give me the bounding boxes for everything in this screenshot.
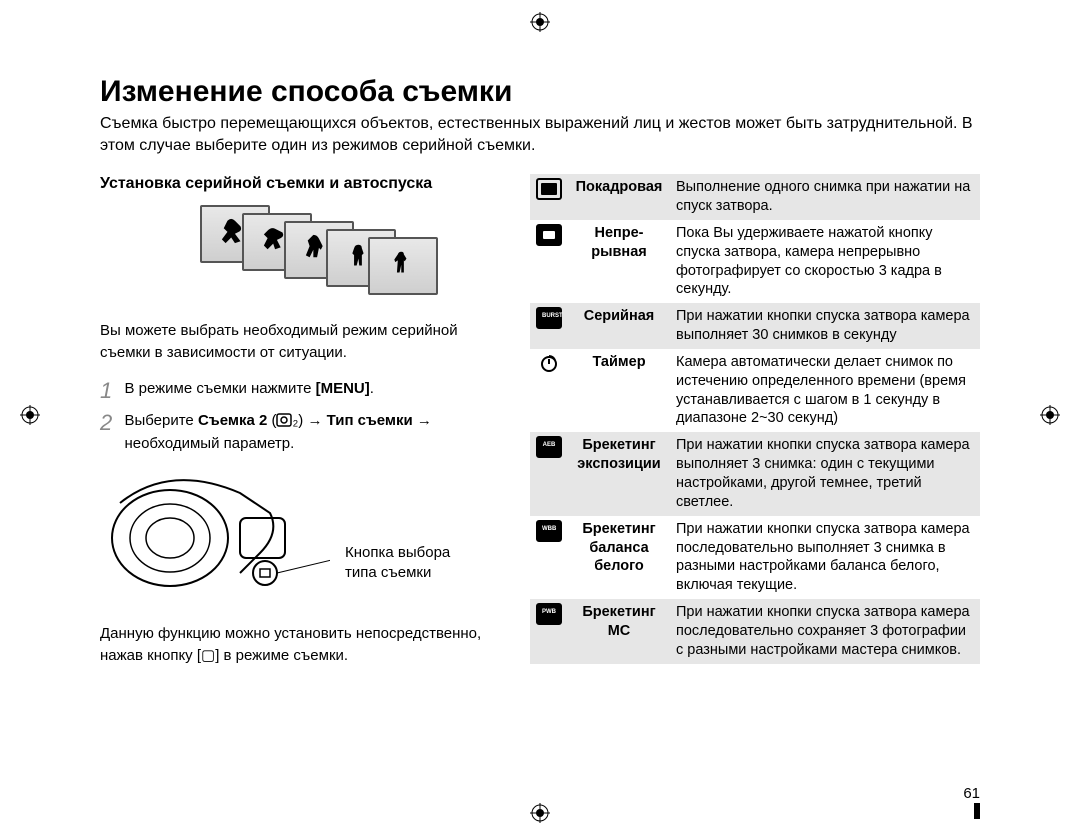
mode-label: Брекетинг баланса белого — [568, 516, 670, 599]
single-shot-icon — [536, 178, 562, 200]
mode-description: Камера автоматически делает снимок по ис… — [670, 349, 980, 432]
intro-text: Съемка быстро перемещающихся объектов, е… — [100, 113, 980, 156]
mode-row: ТаймерКамера автоматически делает снимок… — [530, 349, 980, 432]
timer-icon — [539, 353, 559, 373]
continuous-icon — [536, 224, 562, 246]
right-column: ПокадроваяВыполнение одного снимка при н… — [530, 174, 980, 682]
page-title: Изменение способа съемки — [100, 75, 980, 109]
mode-description: При нажатии кнопки спуска затвора камера… — [670, 599, 980, 664]
mode-description: Пока Вы удерживаете нажатой кнопку спуск… — [670, 220, 980, 303]
left-column: Установка серийной съемки и автоспуска — [100, 174, 500, 682]
reg-mark-top — [530, 12, 550, 32]
mode-icon-cell: PWB — [530, 599, 568, 664]
mode-description: При нажатии кнопки спуска затвора камера… — [670, 516, 980, 599]
mode-icon-cell: BURST — [530, 303, 568, 349]
mode-icon-cell — [530, 174, 568, 220]
step-1-number: 1 — [100, 378, 120, 404]
mode-label: Непре-рывная — [568, 220, 670, 303]
steps-list: 1 В режиме съемки нажмите [MENU]. 2 Выбе… — [100, 378, 500, 455]
mode-row: PWB Брекетинг МСПри нажатии кнопки спуска… — [530, 599, 980, 664]
content-area: Изменение способа съемки Съемка быстро п… — [100, 75, 980, 682]
mode-description: При нажатии кнопки спуска затвора камера… — [670, 303, 980, 349]
mode-description: При нажатии кнопки спуска затвора камера… — [670, 432, 980, 515]
manual-page: Изменение способа съемки Съемка быстро п… — [0, 0, 1080, 829]
mode-label: Таймер — [568, 349, 670, 432]
burst-illustration — [200, 205, 500, 305]
mode-label: Брекетинг МС — [568, 599, 670, 664]
mode-label: Покадровая — [568, 174, 670, 220]
mode-description: Выполнение одного снимка при нажатии на … — [670, 174, 980, 220]
step-1-text: В режиме съемки нажмите [MENU]. — [124, 378, 494, 401]
wb-bracket-icon: WBB — [536, 520, 562, 542]
mode-label: Брекетинг экспозиции — [568, 432, 670, 515]
reg-mark-left — [20, 405, 40, 425]
mode-icon-cell: WBB — [530, 516, 568, 599]
mode-icon-cell — [530, 220, 568, 303]
ae-bracket-icon: AEB — [536, 436, 562, 458]
mode-row: BURST СерийнаяПри нажатии кнопки спуска з… — [530, 303, 980, 349]
mode-icon-cell: AEB — [530, 432, 568, 515]
page-tab-marker — [974, 803, 980, 819]
reg-mark-right — [1040, 405, 1060, 425]
step-2-number: 2 — [100, 410, 120, 436]
camera-diagram: Кнопка выбора типа съемки — [100, 463, 500, 608]
mode-row: AEB Брекетинг экспозицииПри нажатии кнопк… — [530, 432, 980, 515]
diagram-callout: Кнопка выбора типа съемки — [345, 543, 450, 582]
mode-row: Непре-рывнаяПока Вы удерживаете нажатой … — [530, 220, 980, 303]
page-number: 61 — [963, 785, 980, 802]
subsection-title: Установка серийной съемки и автоспуска — [100, 174, 500, 195]
step-2-text: Выберите Съемка 2 (₂) → Тип съемки → нео… — [124, 410, 494, 455]
pw-bracket-icon: PWB — [536, 603, 562, 625]
modes-table: ПокадроваяВыполнение одного снимка при н… — [530, 174, 980, 663]
mode-row: ПокадроваяВыполнение одного снимка при н… — [530, 174, 980, 220]
para-intro: Вы можете выбрать необходимый режим сери… — [100, 320, 500, 364]
reg-mark-bottom — [530, 803, 550, 823]
mode-row: WBB Брекетинг баланса белогоПри нажатии к… — [530, 516, 980, 599]
burst-icon: BURST — [536, 307, 562, 329]
para-after: Данную функцию можно установить непосред… — [100, 623, 500, 667]
mode-icon-cell — [530, 349, 568, 432]
mode-label: Серийная — [568, 303, 670, 349]
